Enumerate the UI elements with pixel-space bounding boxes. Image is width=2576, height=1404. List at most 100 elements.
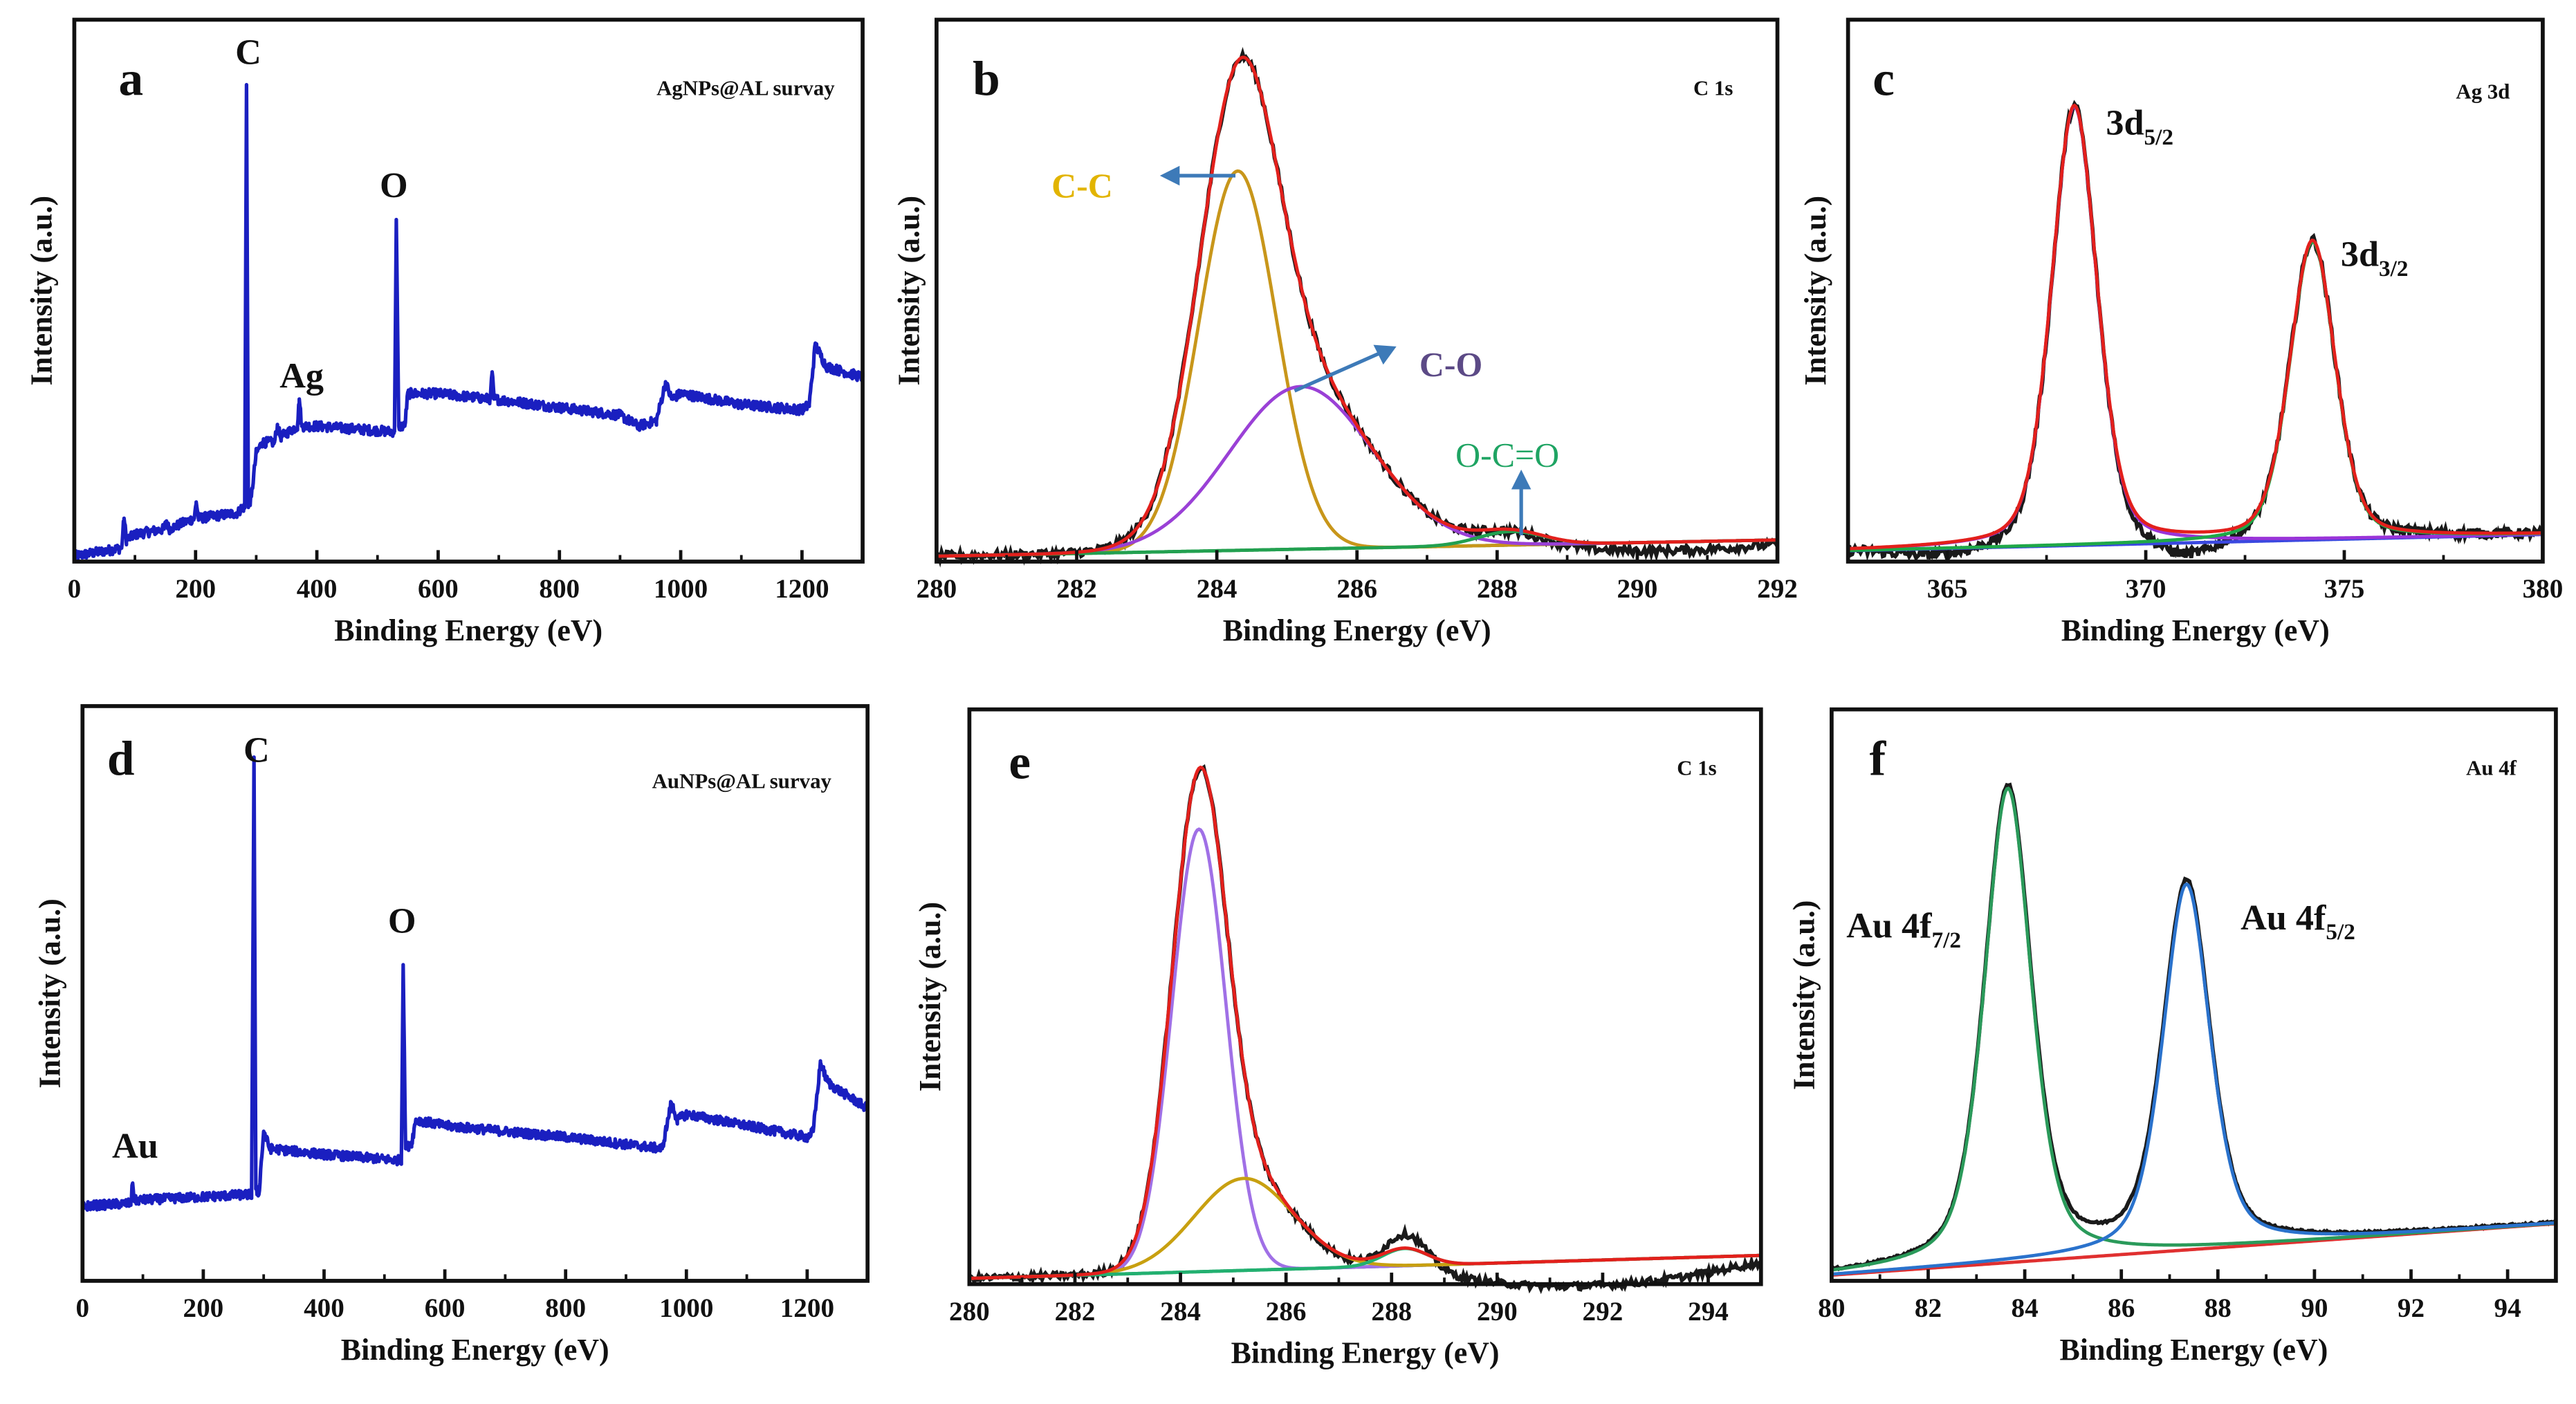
peak-label-3d32: 3d3/2: [2341, 234, 2409, 281]
peak-label-c: C: [243, 730, 270, 770]
plot-frame: [935, 17, 1780, 564]
x-tick-label: 200: [175, 574, 216, 604]
x-tick-label: 294: [1688, 1297, 1729, 1327]
x-tick-label: 80: [1818, 1293, 1845, 1323]
panel-title-d: AuNPs@AL survay: [652, 770, 832, 793]
x-tick-label: 88: [2205, 1293, 2232, 1323]
peak-label-main: Au 4f: [1846, 906, 1932, 946]
component-label-co: C-O: [1419, 346, 1482, 384]
peak-label-main: Au 4f: [2241, 898, 2326, 938]
panel-title-c: Ag 3d: [2456, 80, 2510, 103]
x-tick-label: 0: [68, 574, 82, 604]
plot-frame: [80, 704, 870, 1283]
x-tick-label: 282: [1056, 574, 1097, 604]
x-tick-label: 292: [1757, 574, 1798, 604]
panel-letter-b: b: [973, 53, 1000, 107]
peak-label-subscript: 3/2: [2379, 256, 2408, 281]
y-axis-label: Intensity (a.u.): [1787, 900, 1821, 1090]
x-tick-label: 290: [1617, 574, 1658, 604]
y-axis-label: Intensity (a.u.): [913, 902, 947, 1091]
raw-data-line: [968, 764, 1763, 1295]
x-tick-label: 94: [2494, 1293, 2521, 1323]
x-tick-label: 286: [1266, 1297, 1307, 1327]
x-tick-label: 800: [539, 574, 580, 604]
x-tick-label: 600: [425, 1293, 466, 1323]
x-tick-label: 375: [2324, 574, 2365, 604]
plot-frame: [1830, 707, 2558, 1283]
survey-spectrum-line: [72, 82, 865, 561]
x-tick-label: 284: [1197, 574, 1238, 604]
peak-label-o: O: [380, 165, 408, 205]
x-tick-label: 292: [1583, 1297, 1623, 1327]
component-line-3d3-2: [1848, 240, 2543, 553]
arrow-icon: [1294, 344, 1397, 393]
arrow-icon: [1511, 470, 1531, 536]
peak-label-3d52: 3d5/2: [2106, 103, 2173, 150]
x-tick-label: 86: [2108, 1293, 2135, 1323]
panel-letter-e: e: [1009, 735, 1031, 789]
x-axis-label: Binding Energy (eV): [2059, 1333, 2328, 1367]
x-tick-label: 92: [2398, 1293, 2425, 1323]
x-axis-label: Binding Energy (eV): [1231, 1336, 1500, 1370]
raw-data-line: [1847, 100, 2545, 562]
panel-title-b: C 1s: [1693, 77, 1733, 100]
x-axis-label: Binding Energy (eV): [2061, 613, 2330, 647]
raw-data-line: [935, 46, 1780, 568]
x-tick-label: 800: [545, 1293, 586, 1323]
x-tick-label: 90: [2301, 1293, 2328, 1323]
panel-letter-c: c: [1873, 53, 1895, 107]
arrow-icon: [1159, 165, 1236, 186]
peak-label-au: Au: [112, 1126, 158, 1166]
panel-letter-f: f: [1869, 732, 1886, 786]
envelope-fit-line: [1848, 103, 2543, 551]
x-tick-label: 0: [75, 1293, 89, 1323]
panel-title-f: Au 4f: [2466, 757, 2517, 780]
x-tick-label: 370: [2126, 574, 2166, 604]
x-tick-label: 282: [1055, 1297, 1096, 1327]
x-tick-label: 365: [1927, 574, 1968, 604]
x-axis-label: Binding Energy (eV): [1223, 613, 1491, 647]
x-tick-label: 1200: [780, 1293, 834, 1323]
envelope-fit-line: [936, 55, 1778, 558]
plot-frame: [1846, 17, 2545, 564]
peak-label-c: C: [235, 33, 261, 73]
peak-label-subscript: 5/2: [2326, 919, 2355, 945]
x-tick-label: 400: [304, 1293, 344, 1323]
peak-label-au4f72: Au 4f7/2: [1846, 906, 1961, 953]
plot-frame: [967, 707, 1763, 1286]
peak-label-subscript: 7/2: [1932, 927, 1961, 953]
component-line-au-4f5-2: [1831, 882, 2557, 1276]
raw-data-line: [1830, 782, 2557, 1272]
x-tick-label: 200: [183, 1293, 224, 1323]
x-tick-label: 290: [1477, 1297, 1518, 1327]
x-tick-label: 1000: [659, 1293, 713, 1323]
x-axis-label: Binding Energy (eV): [334, 613, 602, 647]
x-tick-label: 286: [1336, 574, 1377, 604]
x-axis-label: Binding Energy (eV): [341, 1333, 609, 1367]
peak-label-main: 3d: [2106, 103, 2144, 143]
peak-label-o: O: [388, 901, 416, 941]
x-tick-label: 1000: [654, 574, 708, 604]
component-label-oco: O-C=O: [1455, 436, 1559, 474]
peak-label-subscript: 5/2: [2144, 124, 2173, 150]
peak-label-ag: Ag: [279, 355, 324, 396]
y-axis-label: Intensity (a.u.): [892, 196, 926, 385]
x-tick-label: 288: [1371, 1297, 1412, 1327]
panel-title-a: AgNPs@AL survay: [656, 77, 835, 100]
x-tick-label: 84: [2012, 1293, 2039, 1323]
survey-spectrum-line: [80, 755, 870, 1212]
x-tick-label: 82: [1915, 1293, 1942, 1323]
component-line-au-4f7-2: [1831, 786, 2557, 1272]
x-tick-label: 400: [297, 574, 338, 604]
y-axis-label: Intensity (a.u.): [25, 196, 59, 385]
envelope-fit-line: [969, 765, 1761, 1280]
panel-letter-d: d: [107, 732, 135, 786]
x-tick-label: 288: [1477, 574, 1518, 604]
panel-title-e: C 1s: [1677, 757, 1716, 780]
component-label-cc: C-C: [1051, 167, 1113, 205]
x-tick-label: 284: [1160, 1297, 1201, 1327]
panel-letter-a: a: [119, 53, 144, 107]
component-line-c-c: [969, 827, 1761, 1280]
